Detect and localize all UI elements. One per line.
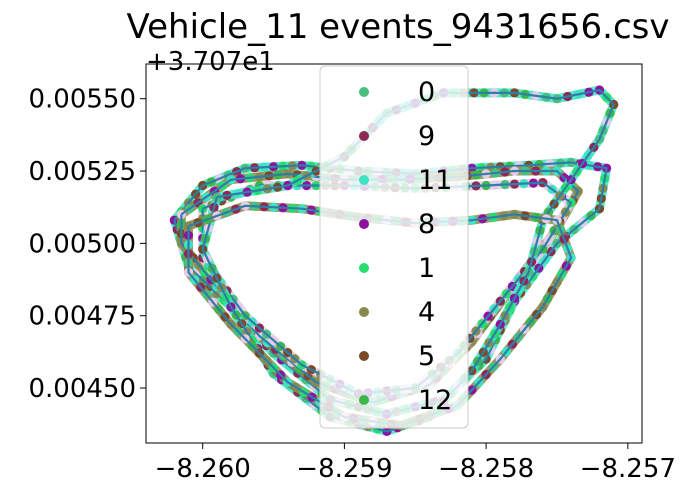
legend-label-9: 9 — [418, 121, 435, 152]
legend-marker-0 — [359, 87, 369, 97]
x-tick-label: −8.260 — [155, 454, 251, 484]
x-tick-label: −8.257 — [580, 454, 676, 484]
legend-label-8: 8 — [418, 209, 435, 240]
legend-label-0: 0 — [418, 77, 435, 108]
y-tick-label: 0.00550 — [28, 85, 136, 115]
legend-marker-12 — [359, 395, 369, 405]
y-tick-label: 0.00450 — [28, 374, 136, 404]
legend-marker-9 — [359, 131, 369, 141]
x-tick-label: −8.259 — [296, 454, 392, 484]
y-axis-offset-label: +3.707e1 — [146, 47, 275, 77]
legend-label-12: 12 — [418, 385, 452, 416]
legend-marker-11 — [359, 175, 369, 185]
legend: 0 9 11 8 1 4 5 12 — [319, 65, 469, 429]
chart-title: Vehicle_11 events_9431656.csv — [127, 7, 670, 47]
legend-label-1: 1 — [418, 253, 435, 284]
data-point — [198, 204, 208, 214]
axes: −8.260 −8.259 −8.258 −8.257 0.00450 0.00475 0.… — [28, 63, 676, 484]
legend-label-11: 11 — [418, 165, 452, 196]
legend-marker-8 — [359, 219, 369, 229]
legend-label-5: 5 — [418, 341, 435, 372]
legend-marker-1 — [359, 263, 369, 273]
y-tick-label: 0.00475 — [28, 302, 136, 332]
x-tick-label: −8.258 — [438, 454, 534, 484]
legend-label-4: 4 — [418, 297, 435, 328]
legend-marker-4 — [359, 307, 369, 317]
legend-box — [319, 65, 469, 429]
legend-marker-5 — [359, 351, 369, 361]
axes-frame — [145, 63, 643, 444]
y-tick-label: 0.00500 — [28, 229, 136, 259]
y-tick-label: 0.00525 — [28, 157, 136, 187]
